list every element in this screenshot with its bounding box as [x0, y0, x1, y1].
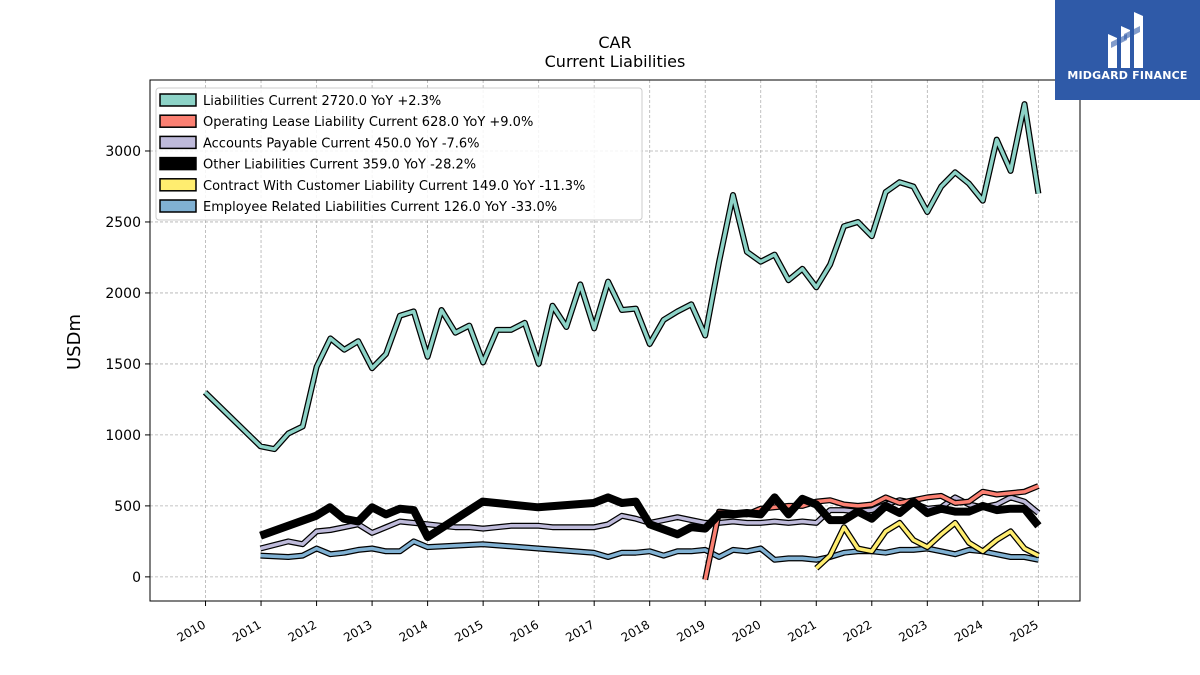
x-tick-label: 2016: [508, 617, 541, 644]
x-tick-label: 2018: [619, 617, 652, 644]
legend-swatch: [159, 156, 197, 171]
midgard-finance-logo: MIDGARD FINANCE: [1055, 0, 1200, 100]
y-tick-label: 1500: [105, 357, 141, 373]
x-tick-label: 2025: [1007, 617, 1040, 644]
x-tick-label: 2024: [952, 617, 985, 644]
y-tick-label: 2500: [105, 215, 141, 231]
x-axis: 2010 2011 2012 2013 2014 2015 2016 2017 2018 2019…: [175, 601, 1041, 645]
x-tick-label: 2021: [785, 617, 818, 644]
x-tick-label: 2013: [341, 617, 374, 644]
y-tick-label: 3000: [105, 144, 141, 160]
legend-swatch: [159, 199, 197, 213]
legend-label: Operating Lease Liability Current 628.0 …: [203, 115, 533, 130]
x-tick-label: 2012: [286, 617, 319, 644]
x-tick-label: 2022: [841, 617, 874, 644]
y-tick-label: 1000: [105, 428, 141, 444]
x-tick-label: 2011: [230, 617, 263, 644]
x-tick-label: 2017: [563, 617, 596, 644]
midgard-logo-icon: [1108, 12, 1143, 68]
y-tick-label: 2000: [105, 286, 141, 302]
chart-title: CAR: [598, 33, 632, 52]
x-tick-label: 2015: [452, 617, 485, 644]
series-layer: [202, 101, 1042, 581]
legend: Liabilities Current 2720.0 YoY +2.3% Oper…: [155, 87, 643, 221]
legend-label: Accounts Payable Current 450.0 YoY -7.6%: [203, 136, 480, 151]
x-tick-label: 2010: [175, 617, 208, 644]
y-tick-label: 500: [114, 499, 141, 515]
y-tick-label: 0: [132, 570, 141, 586]
legend-label: Other Liabilities Current 359.0 YoY -28.…: [203, 158, 476, 173]
legend-label: Contract With Customer Liability Current…: [203, 179, 585, 194]
series-line-0: [203, 102, 1041, 451]
y-axis-label: USDm: [64, 314, 85, 370]
legend-swatch: [159, 114, 197, 128]
x-tick-label: 2020: [730, 617, 763, 644]
chart-subtitle: Current Liabilities: [544, 52, 686, 71]
legend-swatch: [159, 135, 197, 150]
series-line-3: [259, 493, 1042, 542]
x-tick-label: 2019: [674, 617, 707, 644]
legend-label: Employee Related Liabilities Current 126…: [203, 200, 557, 215]
x-tick-label: 2023: [896, 617, 929, 644]
legend-swatch: [159, 178, 197, 192]
legend-swatch: [159, 93, 197, 107]
series-line-4: [815, 521, 1040, 570]
series-line-5: [260, 539, 1039, 562]
legend-box: [155, 87, 643, 221]
brand-name: MIDGARD FINANCE: [1067, 69, 1188, 82]
x-tick-label: 2014: [397, 617, 430, 644]
y-axis: 0 500 1000 1500 2000 2500 3000: [105, 144, 150, 586]
legend-label: Liabilities Current 2720.0 YoY +2.3%: [203, 94, 441, 109]
plot-frame: [149, 79, 1081, 602]
